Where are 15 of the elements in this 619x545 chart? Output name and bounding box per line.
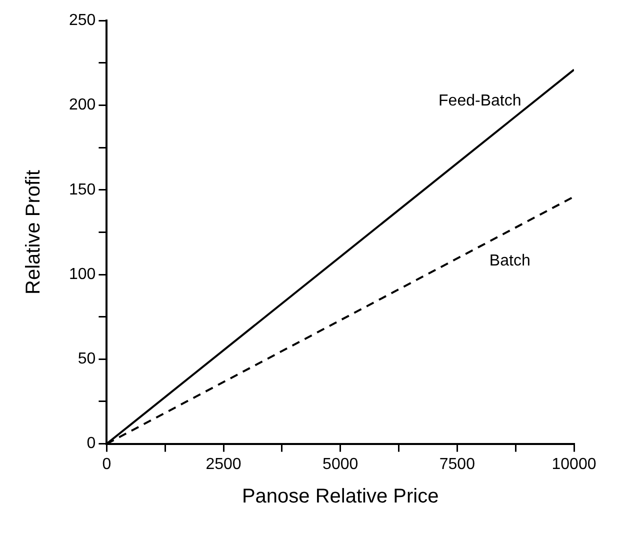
series-label: Batch bbox=[489, 252, 530, 270]
y-tick-label: 100 bbox=[68, 266, 96, 283]
x-axis-title: Panose Relative Price bbox=[242, 486, 439, 508]
x-tick-label: 7500 bbox=[439, 456, 476, 473]
y-tick-label: 200 bbox=[68, 96, 96, 114]
x-tick-label: 10000 bbox=[552, 456, 596, 473]
x-tick-label: 2500 bbox=[206, 456, 242, 473]
y-tick-label: 0 bbox=[86, 435, 96, 452]
x-tick-label: 5000 bbox=[322, 456, 358, 473]
x-tick-label: 0 bbox=[102, 456, 112, 473]
y-tick-label: 250 bbox=[68, 12, 96, 30]
y-tick-label: 50 bbox=[78, 350, 96, 368]
series-label: Feed-Batch bbox=[438, 92, 522, 110]
y-tick-label: 150 bbox=[68, 181, 96, 198]
y-axis-title: Relative Profit bbox=[22, 170, 45, 294]
